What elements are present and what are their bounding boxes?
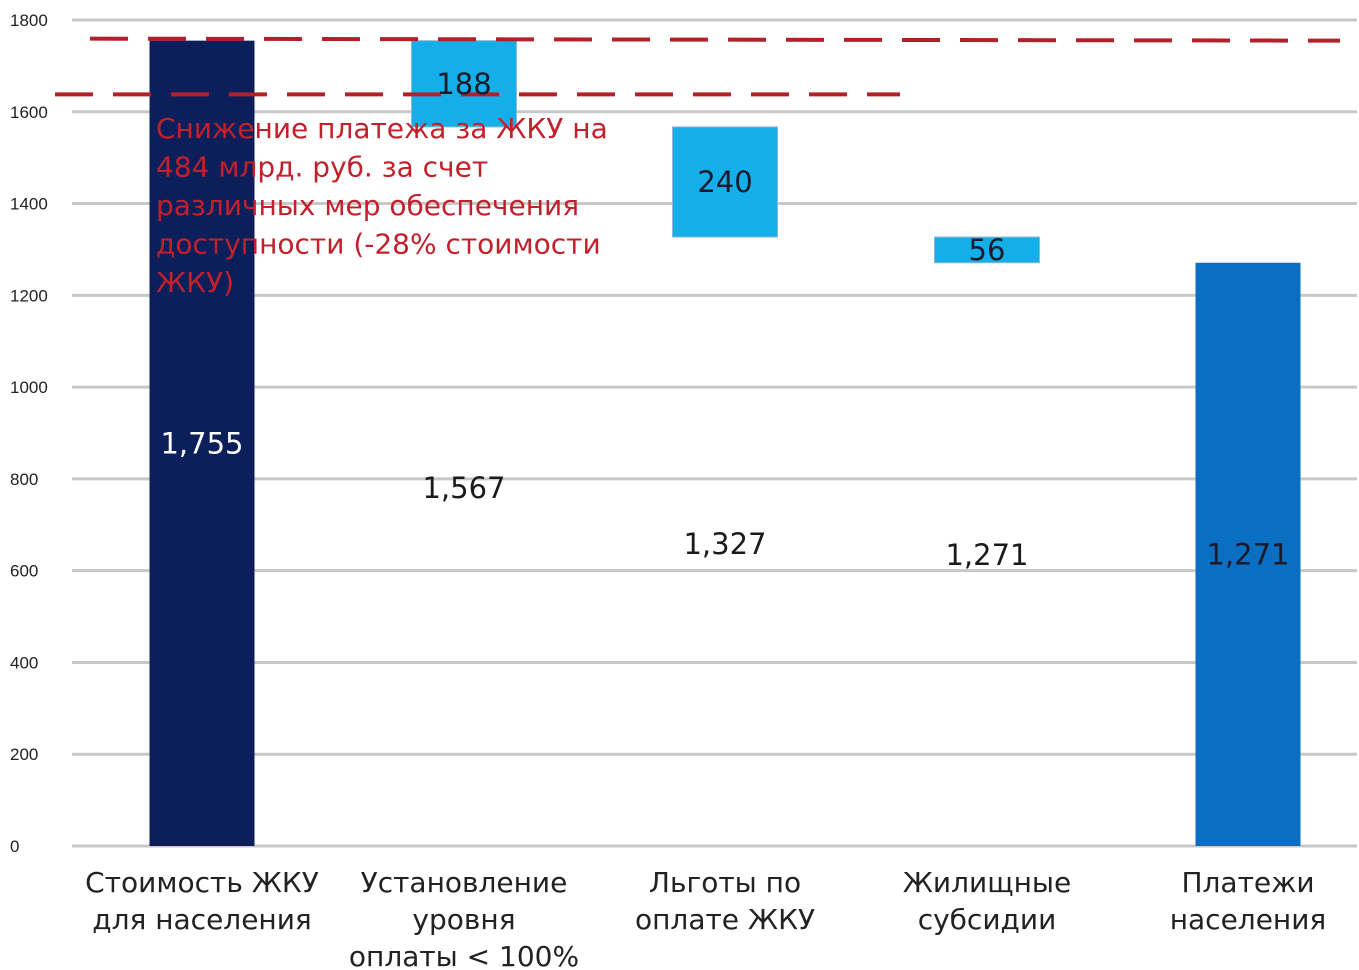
y-tick-label: 600 [10,562,38,581]
data-labels: 1,755 188 1,567 240 1,327 56 1,271 1,271 [160,67,1289,572]
y-tick-label: 1600 [10,103,48,122]
y-tick-label: 1400 [10,195,48,214]
bar-value-label: 1,271 [1206,537,1289,571]
bar-value-label: 188 [436,67,491,101]
bar-total [149,40,255,846]
category-label: Установление уровня оплаты < 100% [349,866,579,970]
category-label: Льготы по оплате ЖКУ [635,866,815,936]
bar-value-label: 56 [969,233,1006,267]
y-tick-label: 1000 [10,378,48,397]
bar-base-label: 1,567 [422,471,505,505]
category-label: Стоимость ЖКУ для населения [85,866,319,936]
y-tick-label: 400 [10,653,38,672]
y-tick-label: 200 [10,745,38,764]
bar-decrease [672,126,778,238]
category-label: Жилищные субсидии [903,866,1071,936]
bar-decrease [411,40,517,128]
bar-decrease [934,236,1040,264]
bar-base-label: 1,271 [945,538,1028,572]
bar-value-label: 1,755 [160,426,243,460]
bar-result [1195,262,1301,847]
y-tick-label: 1800 [10,11,48,30]
annotation-text: Снижение платежа за ЖКУ на 484 млрд. руб.… [156,112,608,299]
bar-value-label: 240 [697,165,752,199]
gridlines [72,18,1357,848]
category-labels: Стоимость ЖКУ для населения Установление ур… [85,866,1326,970]
bars [149,40,1301,847]
y-tick-label: 800 [10,470,38,489]
reference-line [89,36,1341,43]
y-tick-label: 1200 [10,286,48,305]
y-tick-label: 0 [10,837,19,856]
reference-lines [55,36,1341,97]
y-axis-ticks: 0 200 400 600 800 1000 1200 1400 1600 1800 [10,11,48,856]
bar-base-label: 1,327 [683,527,766,561]
category-label: Платежи населения [1170,866,1327,936]
